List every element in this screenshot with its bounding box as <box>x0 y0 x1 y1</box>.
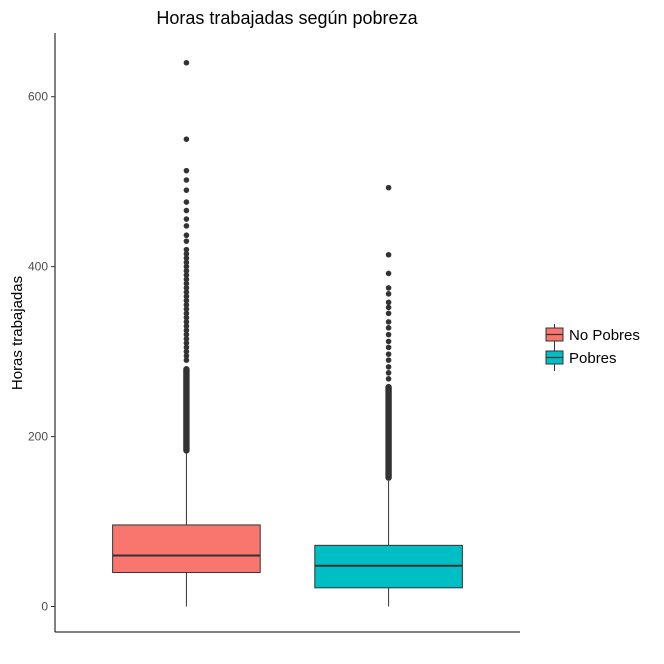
outlier-point <box>183 285 190 291</box>
outlier-point <box>385 351 392 357</box>
outlier-point <box>183 238 190 244</box>
outlier-point <box>183 353 190 359</box>
outlier-point <box>183 259 190 266</box>
outlier-point <box>183 289 190 295</box>
outlier-point <box>183 59 190 66</box>
y-tick-label: 200 <box>28 430 48 444</box>
outlier-point <box>385 364 392 370</box>
outlier-point <box>385 299 392 306</box>
y-axis-title: Horas trabajadas <box>9 276 26 390</box>
outlier-point <box>385 285 392 291</box>
box-group-2 <box>314 184 463 607</box>
outlier-point <box>385 338 392 345</box>
outlier-point <box>183 232 190 239</box>
outlier-band <box>183 366 190 454</box>
box-group-1 <box>112 59 261 607</box>
outlier-point <box>385 331 392 338</box>
outlier-point <box>183 314 190 321</box>
legend-item-1: No Pobres <box>545 324 640 348</box>
legend-item-2: Pobres <box>545 347 617 371</box>
outlier-band <box>385 383 392 481</box>
outlier-point <box>183 340 190 346</box>
outlier-point <box>183 223 190 229</box>
outlier-point <box>385 310 392 317</box>
outlier-point <box>183 344 190 351</box>
outlier-point <box>183 348 190 355</box>
outlier-point <box>183 293 190 300</box>
outlier-point <box>385 184 392 191</box>
outlier-point <box>183 167 190 174</box>
outlier-point <box>385 370 392 376</box>
outlier-point <box>183 251 190 257</box>
plot-area <box>112 59 463 607</box>
outlier-point <box>385 251 392 258</box>
outlier-point <box>183 263 190 270</box>
y-tick-label: 0 <box>41 600 48 614</box>
legend-label: Pobres <box>569 350 617 367</box>
outlier-point <box>183 327 190 334</box>
outlier-point <box>385 304 392 311</box>
outlier-point <box>183 323 190 329</box>
outlier-point <box>385 357 392 363</box>
legend-label: No Pobres <box>569 327 640 344</box>
outlier-point <box>183 336 190 342</box>
outlier-point <box>385 319 392 325</box>
outlier-point <box>183 177 190 183</box>
outlier-point <box>183 199 190 205</box>
outlier-point <box>183 246 190 253</box>
outlier-point <box>183 207 190 214</box>
outlier-point <box>183 302 190 308</box>
outlier-point <box>183 306 190 312</box>
legend: No Pobres Pobres <box>545 324 640 371</box>
outlier-point <box>183 310 190 317</box>
outlier-point <box>385 325 392 331</box>
outlier-point <box>183 276 190 283</box>
y-tick-label: 400 <box>28 260 48 274</box>
outlier-point <box>183 136 190 143</box>
outlier-point <box>183 331 190 338</box>
outlier-point <box>385 376 392 382</box>
box <box>112 524 261 574</box>
outlier-point <box>183 187 190 193</box>
outlier-point <box>183 357 190 363</box>
outlier-point <box>183 319 190 325</box>
axes: 0 200 400 600 <box>28 33 520 633</box>
y-tick-label: 600 <box>28 90 48 104</box>
outlier-point <box>385 291 392 297</box>
outlier-point <box>183 216 190 222</box>
outlier-point <box>183 297 190 304</box>
outlier-point <box>385 270 392 277</box>
outlier-point <box>385 344 392 351</box>
chart-title: Horas trabajadas según pobreza <box>156 8 418 28</box>
outlier-point <box>183 255 190 261</box>
outlier-point <box>183 268 190 274</box>
outlier-point <box>183 272 190 278</box>
outlier-point <box>183 280 190 287</box>
